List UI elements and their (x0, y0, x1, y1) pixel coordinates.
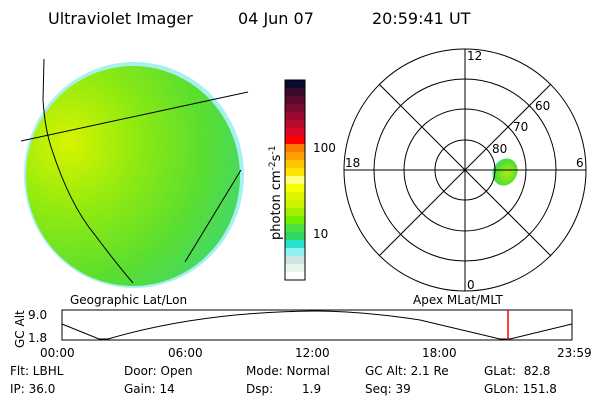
colorbar-band (285, 272, 305, 281)
colorbar-band (285, 232, 305, 241)
colorbar-band (285, 208, 305, 217)
colorbar-band (285, 256, 305, 265)
colorbar-band (285, 112, 305, 121)
glat-status: GLat: 82.8 (484, 364, 550, 378)
uv-image (20, 58, 249, 288)
colorbar-band (285, 176, 305, 185)
mlt-label-0: 0 (467, 278, 475, 292)
lat-label-60: 60 (535, 99, 550, 113)
dsp-value: 1.9 (302, 382, 321, 396)
x-tick-0600: 06:00 (168, 346, 203, 360)
door-status: Door: Open (124, 364, 193, 378)
y-tick-9: 9.0 (28, 308, 47, 322)
time: 20:59:41 UT (372, 9, 471, 28)
dsp-label: Dsp: (246, 382, 273, 396)
geographic-label: Geographic Lat/Lon (70, 293, 187, 307)
gc-alt-axis-label: GC Alt (13, 310, 27, 348)
glon-status: GLon: 151.8 (484, 382, 557, 396)
colorbar-band (285, 264, 305, 273)
orbit-altitude-curve (61, 310, 573, 340)
mode-status: Mode: Normal (246, 364, 330, 378)
filter-status: Flt: LBHL (10, 364, 64, 378)
x-tick-1800: 18:00 (422, 346, 457, 360)
colorbar-band (285, 128, 305, 137)
ip-status: IP: 36.0 (10, 382, 55, 396)
colorbar-tick-10: 10 (313, 227, 328, 241)
colorbar-band (285, 136, 305, 145)
colorbar-band (285, 248, 305, 257)
polar-diagonal-2 (378, 83, 552, 257)
grid-line (184, 169, 242, 263)
colorbar-band (285, 160, 305, 169)
colorbar-band (285, 168, 305, 177)
lat-label-70: 70 (513, 120, 528, 134)
colorbar-band (285, 120, 305, 129)
colorbar-band (285, 184, 305, 193)
colorbar-band (285, 144, 305, 153)
colorbar-band (285, 240, 305, 249)
colorbar-band (285, 152, 305, 161)
colorbar-band (285, 88, 305, 97)
colorbar-band (285, 192, 305, 201)
gain-status: Gain: 14 (124, 382, 175, 396)
aurora-blob (492, 158, 518, 186)
gc-alt-status: GC Alt: 2.1 Re (365, 364, 449, 378)
y-tick-1-8: 1.8 (28, 331, 47, 345)
apex-label: Apex MLat/MLT (413, 293, 503, 307)
colorbar-band (285, 80, 305, 89)
colorbar-band (285, 224, 305, 233)
date: 04 Jun 07 (238, 9, 314, 28)
seq-status: Seq: 39 (365, 382, 411, 396)
colorbar-band (285, 104, 305, 113)
title: Ultraviolet Imager (48, 9, 193, 28)
colorbar (285, 80, 305, 281)
timeline-frame (61, 309, 573, 341)
colorbar-label: photon cm-2s-1 (268, 146, 284, 240)
colorbar-band (285, 96, 305, 105)
lat-label-80: 80 (492, 142, 507, 156)
colorbar-tick-100: 100 (313, 141, 336, 155)
mlt-label-18: 18 (345, 156, 360, 170)
colorbar-band (285, 216, 305, 225)
mlt-label-6: 6 (576, 156, 584, 170)
disk-image (26, 66, 240, 286)
colorbar-band (285, 200, 305, 209)
x-tick-1200: 12:00 (295, 346, 330, 360)
polar-plot (343, 48, 587, 292)
x-tick-0000: 00:00 (40, 346, 75, 360)
x-tick-2359: 23:59 (557, 346, 592, 360)
mlt-label-12: 12 (467, 49, 482, 63)
meridian-line (42, 58, 134, 284)
latitude-line (20, 91, 249, 142)
colorbar-frame (284, 79, 306, 281)
